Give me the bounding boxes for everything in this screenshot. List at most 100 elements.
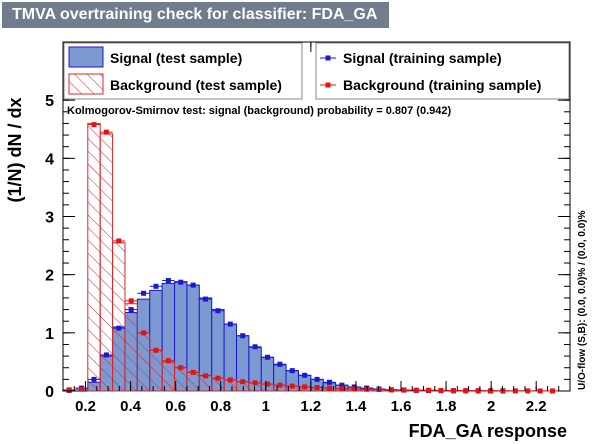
series-2-point-3	[103, 352, 109, 358]
series-3-point-15	[252, 380, 258, 386]
y-axis-label: (1/N) dN / dx	[5, 97, 25, 202]
series-2-point-22	[339, 382, 345, 388]
chart-title: TMVA overtraining check for classifier: …	[2, 2, 390, 28]
legend-swatch-background-test	[68, 73, 104, 95]
series-3-point-39	[550, 388, 556, 394]
series-2-point-21	[326, 379, 332, 385]
legend-label-background-test: Background (test sample)	[110, 77, 282, 93]
legend-marker-background-training	[325, 82, 331, 88]
legend-label-background-training: Background (training sample)	[343, 77, 541, 93]
series-2-point-12	[215, 308, 221, 314]
series-3-point-22	[339, 386, 345, 392]
series-3-point-9	[178, 365, 184, 371]
series-2-point-2	[91, 376, 97, 382]
series-2-point-4	[116, 325, 122, 331]
series-2-point-19	[302, 372, 308, 378]
legend-label-signal-training: Signal (training sample)	[343, 50, 502, 66]
series-3-point-24	[364, 386, 370, 392]
series-2-point-7	[153, 283, 159, 289]
series-2-point-6	[141, 290, 147, 296]
x-tick-label-7: 1.6	[391, 398, 412, 415]
series-1-bin-2	[87, 122, 101, 392]
series-3-point-11	[203, 373, 209, 379]
series-3-point-28	[413, 387, 419, 393]
series-3-point-13	[227, 377, 233, 383]
x-tick-label-9: 2	[487, 398, 495, 415]
series-2-point-20	[314, 376, 320, 382]
series-3-point-5	[128, 298, 134, 304]
series-3-point-16	[264, 381, 270, 387]
series-3-point-3	[103, 129, 109, 135]
x-tick-label-5: 1.2	[300, 398, 321, 415]
y-tick-label-4: 4	[45, 151, 54, 168]
series-3-point-6	[141, 330, 147, 336]
series-1-bin-4	[112, 242, 126, 392]
series-3-point-2	[91, 122, 97, 128]
series-2-point-10	[190, 282, 196, 288]
y-tick-label-3: 3	[45, 210, 54, 227]
series-1-bin-5	[124, 303, 138, 392]
series-2-point-13	[227, 321, 233, 327]
series-3-point-33	[475, 388, 481, 394]
overflow-side-text: U/O-flow (S,B): (0.0, 0.0)% / (0.0, 0.0)…	[577, 210, 588, 390]
ks-annotation: Kolmogorov-Smirnov test: signal (backgro…	[67, 105, 451, 117]
series-3-point-0	[66, 387, 72, 393]
x-tick-label-6: 1.4	[346, 398, 368, 415]
series-3-point-21	[326, 385, 332, 391]
series-3-point-31	[450, 388, 456, 394]
y-tick-label-1: 1	[45, 326, 54, 343]
series-3-point-1	[79, 386, 85, 392]
series-3-point-8	[165, 358, 171, 364]
series-3-point-34	[488, 388, 494, 394]
series-3-point-17	[277, 382, 283, 388]
series-3-point-23	[351, 386, 357, 392]
series-3-point-26	[388, 387, 394, 393]
series-3-point-19	[302, 384, 308, 390]
legend-label-signal-test: Signal (test sample)	[110, 50, 242, 66]
series-2-point-11	[203, 296, 209, 302]
series-3-point-12	[215, 375, 221, 381]
legend-box-left	[63, 42, 303, 100]
series-1-bin-3	[99, 133, 114, 392]
series-2-point-9	[178, 279, 184, 285]
legend-marker-signal-training	[325, 55, 331, 61]
x-tick-label-4: 1	[262, 398, 270, 415]
series-2-point-14	[240, 333, 246, 339]
x-tick-label-2: 0.6	[165, 398, 186, 415]
y-tick-label-5: 5	[45, 93, 54, 110]
x-tick-label-3: 0.8	[210, 398, 231, 415]
x-axis-label: FDA_GA response	[409, 421, 567, 441]
series-3-point-38	[537, 388, 543, 394]
x-tick-label-0: 0.2	[75, 398, 96, 415]
series-2-point-8	[165, 277, 171, 283]
series-3-point-4	[116, 238, 122, 244]
series-1-bin-6	[136, 332, 151, 392]
series-1-bin-9	[174, 367, 188, 392]
series-3-point-37	[525, 388, 531, 394]
y-tick-label-2: 2	[45, 268, 54, 285]
series-3-point-20	[314, 385, 320, 391]
series-1-bin-7	[149, 349, 163, 392]
series-3-point-10	[190, 369, 196, 375]
series-2-point-15	[252, 344, 258, 350]
series-3-point-7	[153, 347, 159, 353]
series-3-point-27	[401, 387, 407, 393]
series-3-point-29	[426, 387, 432, 393]
y-tick-label-0: 0	[45, 384, 54, 401]
series-3-point-14	[240, 379, 246, 385]
legend-box-right	[315, 42, 570, 100]
series-3-point-35	[500, 388, 506, 394]
series-2-point-18	[289, 368, 295, 374]
x-tick-label-1: 0.4	[120, 398, 142, 415]
series-1-bin-10	[186, 371, 200, 392]
series-3-point-32	[463, 388, 469, 394]
series-3-point-30	[438, 387, 444, 393]
series-2-point-5	[128, 307, 134, 313]
series-3-point-18	[289, 383, 295, 389]
series-2-point-17	[277, 361, 283, 367]
series-3-point-36	[512, 388, 518, 394]
series-2-point-16	[264, 354, 270, 360]
x-tick-label-10: 2.2	[526, 398, 547, 415]
x-tick-label-8: 1.8	[436, 398, 457, 415]
